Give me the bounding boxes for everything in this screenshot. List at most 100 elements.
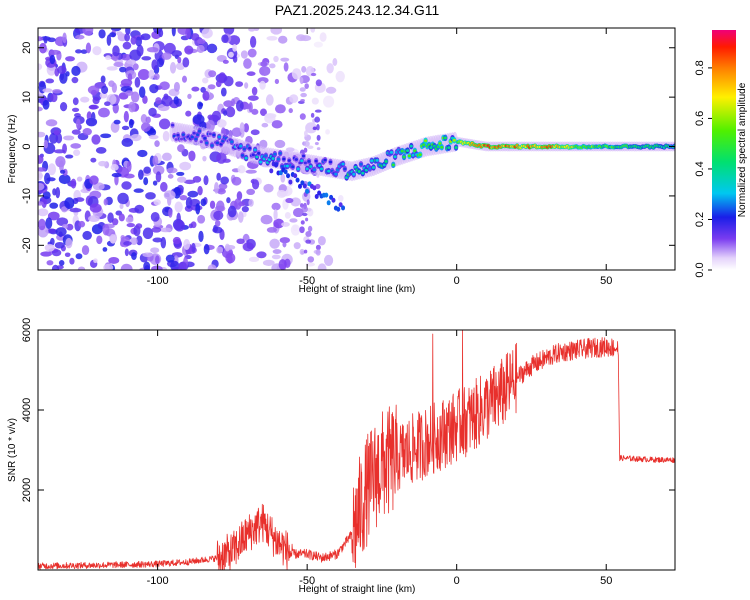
noise-blob xyxy=(263,183,274,193)
signal-core xyxy=(438,142,442,145)
noise-blob xyxy=(111,172,122,178)
signal-core xyxy=(418,153,422,157)
noise-blob xyxy=(144,265,151,270)
noise-blob xyxy=(75,118,81,130)
noise-blob xyxy=(261,122,269,128)
signal-branch xyxy=(326,200,331,206)
noise-blob xyxy=(266,227,278,233)
noise-blob xyxy=(198,230,204,243)
noise-blob xyxy=(192,176,202,183)
noise-blob xyxy=(230,98,236,107)
noise-blob xyxy=(102,223,110,236)
noise-blob xyxy=(89,175,99,185)
y-tick-label: 2000 xyxy=(21,478,33,502)
signal-core xyxy=(258,160,263,164)
noise-blob xyxy=(133,188,144,193)
noise-blob xyxy=(232,55,238,63)
noise-blob xyxy=(47,37,56,43)
noise-blob xyxy=(160,181,168,192)
noise-blob xyxy=(105,55,112,61)
signal-core xyxy=(440,145,444,149)
noise-blob xyxy=(85,117,98,127)
noise-blob xyxy=(50,92,58,103)
noise-blob xyxy=(222,59,229,64)
noise-blob xyxy=(150,211,160,222)
noise-blob xyxy=(240,50,248,59)
noise-blob xyxy=(75,49,82,54)
noise-blob xyxy=(305,217,309,222)
noise-blob xyxy=(311,97,319,105)
signal-core xyxy=(174,138,178,141)
signal-core xyxy=(197,129,202,133)
noise-blob xyxy=(284,212,291,219)
noise-blob xyxy=(162,130,170,142)
signal-core xyxy=(336,168,340,172)
noise-blob xyxy=(216,152,227,164)
noise-blob xyxy=(201,28,213,39)
noise-blob xyxy=(249,36,257,48)
noise-blob xyxy=(196,44,205,53)
colorbar-gradient xyxy=(712,30,736,270)
noise-blob xyxy=(285,198,294,204)
noise-blob xyxy=(103,198,108,206)
noise-blob xyxy=(214,182,219,194)
noise-blob xyxy=(270,28,283,35)
noise-blob xyxy=(127,73,133,82)
noise-blob xyxy=(61,206,68,213)
noise-blob xyxy=(132,63,139,71)
signal-core xyxy=(454,146,458,149)
noise-blob xyxy=(111,218,119,226)
noise-blob xyxy=(46,177,56,182)
noise-blob xyxy=(221,34,229,43)
snr-x-axis-label: Height of straight line (km) xyxy=(299,584,416,595)
noise-blob xyxy=(271,202,281,211)
noise-blob xyxy=(120,53,132,61)
noise-blob xyxy=(183,238,191,250)
noise-blob xyxy=(135,223,143,229)
signal-core xyxy=(294,158,298,161)
signal-branch xyxy=(302,183,307,189)
signal-core xyxy=(393,155,397,159)
noise-blob xyxy=(176,176,187,183)
noise-blob xyxy=(226,197,231,204)
noise-blob xyxy=(69,257,75,265)
noise-blob xyxy=(43,35,48,44)
noise-blob xyxy=(125,90,134,96)
noise-blob xyxy=(45,78,55,84)
noise-blob xyxy=(272,249,282,254)
signal-core xyxy=(282,157,286,161)
noise-blob xyxy=(163,190,176,200)
noise-blob xyxy=(49,132,59,144)
colorbar-tick-label: 0.4 xyxy=(694,161,706,176)
noise-blob xyxy=(317,236,326,246)
signal-core xyxy=(400,149,404,153)
noise-blob xyxy=(85,42,92,54)
noise-blob xyxy=(212,226,223,234)
noise-blob xyxy=(197,185,203,196)
noise-blob xyxy=(109,233,117,244)
snr-y-axis: 2000 4000 6000 xyxy=(21,318,675,502)
noise-blob xyxy=(203,243,210,255)
noise-blob xyxy=(101,85,109,94)
noise-blob xyxy=(225,252,236,264)
noise-blob xyxy=(247,48,257,58)
noise-blob xyxy=(241,205,249,213)
noise-blob xyxy=(225,244,236,250)
x-tick-label: -100 xyxy=(147,275,169,287)
noise-blob xyxy=(148,134,159,140)
noise-blob xyxy=(225,106,236,118)
noise-blob xyxy=(44,243,55,252)
signal-core xyxy=(319,167,324,171)
noise-blob xyxy=(104,101,111,107)
noise-blob xyxy=(98,160,108,167)
signal-core xyxy=(217,135,221,139)
noise-blob xyxy=(203,175,209,186)
noise-blob xyxy=(100,75,106,84)
signal-core xyxy=(179,137,184,141)
noise-blob xyxy=(70,143,82,149)
noise-blob xyxy=(71,107,80,112)
noise-blob xyxy=(243,123,250,133)
noise-blob xyxy=(171,252,183,258)
noise-blob xyxy=(303,249,308,254)
